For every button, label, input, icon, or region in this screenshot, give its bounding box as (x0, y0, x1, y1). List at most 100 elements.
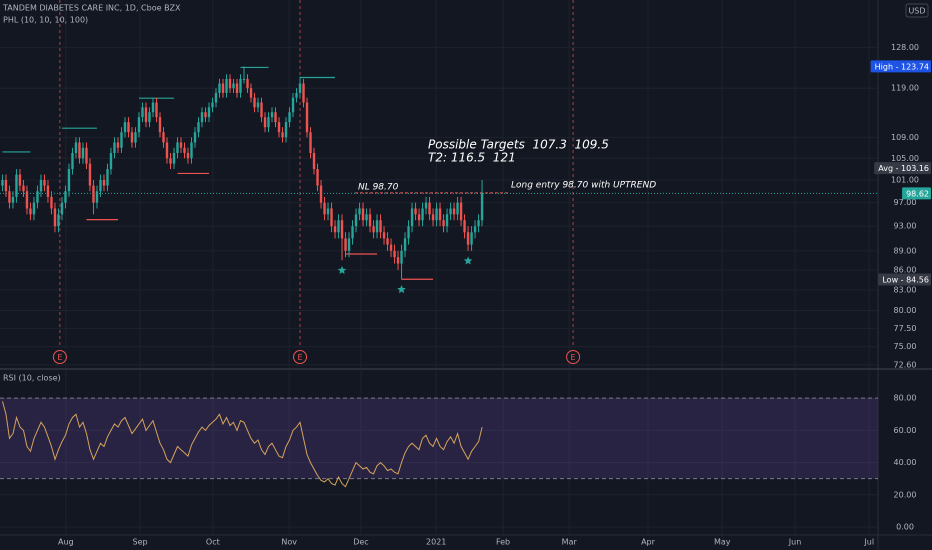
candle-body (67, 169, 71, 192)
candle-body (8, 191, 11, 203)
currency-box (905, 3, 929, 18)
candle-body (298, 83, 302, 93)
candle-body (81, 147, 85, 159)
candle-body (50, 196, 53, 209)
candle-body (39, 180, 43, 192)
candle-body (459, 202, 463, 221)
y-tick-label: 101.00 (891, 176, 919, 185)
candle-body (29, 208, 32, 215)
price-tag-box (902, 187, 931, 200)
x-tick-label: 2021 (426, 538, 446, 547)
candle-body (312, 152, 316, 170)
x-tick-label: Feb (496, 538, 510, 547)
candle-body (456, 202, 459, 215)
candle-body (396, 257, 400, 264)
candle-body (193, 132, 197, 143)
candle-body (389, 244, 393, 251)
candle-body (410, 208, 414, 227)
candle-body (442, 220, 445, 227)
candle-body (414, 208, 417, 215)
candle-body (291, 97, 295, 113)
candle-body (95, 191, 99, 203)
y-tick-label: 83.00 (894, 285, 917, 294)
candle-body (452, 208, 456, 215)
earnings-marker (52, 350, 67, 364)
price-tag-label: 98.62 (906, 189, 929, 198)
earnings-marker (293, 350, 308, 364)
candle-body (288, 112, 291, 123)
candle-body (407, 226, 410, 239)
candle-body (431, 214, 435, 221)
candle-body (256, 102, 260, 108)
candle-body (99, 180, 102, 192)
candle-body (316, 169, 319, 186)
candle-body (15, 174, 18, 197)
candle-body (32, 202, 36, 215)
y-tick-label: 93.00 (894, 222, 917, 231)
candle-body (232, 83, 235, 89)
candle-body (228, 78, 232, 89)
currency-label: USD (908, 7, 925, 16)
candle-body (438, 208, 442, 221)
candle-body (463, 220, 466, 233)
x-tick-label: May (714, 538, 731, 547)
candle-body (4, 180, 8, 192)
y-tick-label: 119.00 (891, 84, 919, 93)
candle-body (361, 208, 365, 221)
candle-body (64, 191, 67, 203)
candle-body (340, 220, 344, 239)
candle-body (480, 193, 484, 221)
candle-body (169, 158, 172, 164)
earnings-label: E (57, 353, 62, 362)
indicator-label: PHL (10, 10, 10, 100) (3, 16, 88, 25)
candle-body (162, 132, 165, 143)
chart-title: TANDEM DIABETES CARE INC, 1D, Cboe BZX (2, 4, 181, 13)
candle-body (155, 102, 158, 118)
candle-body (113, 142, 116, 153)
candle-body (449, 208, 452, 215)
candle-body (116, 142, 120, 148)
candle-body (351, 226, 354, 239)
candle-body (421, 208, 424, 221)
candle-body (344, 238, 347, 251)
candle-body (393, 250, 396, 258)
candle-body (470, 232, 473, 245)
y-tick-label: 80.00 (894, 306, 917, 315)
candle-body (204, 112, 207, 118)
price-tag-label: Avg - 103.16 (878, 164, 929, 173)
candle-body (368, 214, 372, 227)
candle-body (319, 185, 323, 203)
candle-body (141, 107, 144, 118)
signal-star (397, 285, 406, 294)
candle-body (302, 83, 305, 103)
rsi-title: RSI (10, close) (3, 374, 61, 383)
candle-body (326, 208, 330, 215)
x-tick-label: Oct (206, 538, 220, 547)
price-tag: Low - 84.56 (878, 273, 931, 286)
candle-body (57, 214, 60, 227)
candle-body (400, 250, 403, 264)
candle-body (239, 78, 242, 93)
candle-body (46, 185, 50, 197)
candle-body (144, 107, 148, 123)
candle-body (11, 196, 15, 203)
candle-body (60, 202, 64, 215)
candle-body (473, 226, 477, 233)
candle-body (78, 142, 81, 159)
y-tick-label: 89.00 (894, 246, 917, 255)
candle-body (372, 226, 375, 233)
candle-body (235, 83, 239, 93)
candle-body (36, 191, 39, 203)
y-tick-label: 77.50 (894, 324, 917, 333)
y-tick-label: 80.00 (894, 394, 917, 403)
candle-body (25, 191, 29, 209)
candle-body (134, 132, 137, 143)
candle-body (214, 92, 218, 103)
y-tick-label: 97.00 (894, 198, 917, 207)
candle-body (263, 117, 267, 128)
candle-body (165, 142, 169, 159)
candle-body (22, 185, 25, 192)
candle-body (417, 214, 421, 221)
